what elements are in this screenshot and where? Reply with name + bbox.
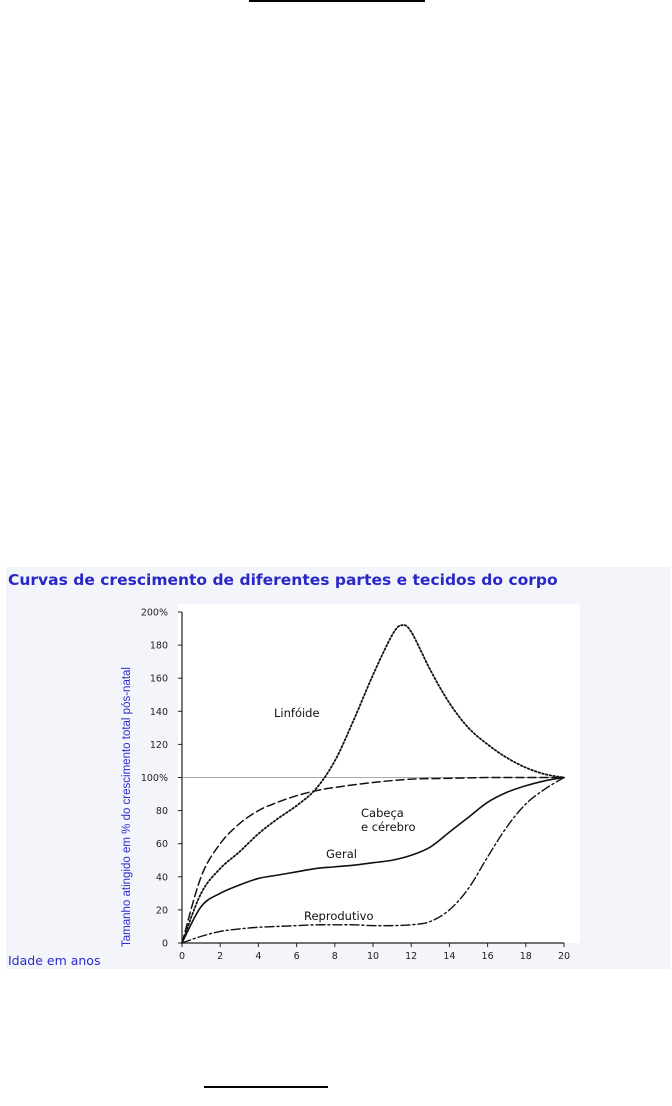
x-tick-label: 20 xyxy=(558,951,570,962)
y-tick-label: 120 xyxy=(150,740,168,751)
y-tick-label: 100% xyxy=(141,773,168,784)
y-tick-label: 20 xyxy=(156,905,168,916)
y-tick-label: 80 xyxy=(156,806,168,817)
top-rule xyxy=(249,0,425,2)
y-tick-label: 200% xyxy=(141,608,168,619)
plot-area xyxy=(178,604,580,943)
series-line-cabeca-e-cerebro xyxy=(181,776,565,944)
x-tick-label: 10 xyxy=(367,951,379,962)
series-annotation: Cabeça xyxy=(361,806,404,820)
y-tick-label: 40 xyxy=(156,872,168,883)
series-line-linfoide xyxy=(181,624,565,944)
x-tick-label: 8 xyxy=(332,951,338,962)
x-tick-label: 12 xyxy=(405,951,417,962)
bottom-rule xyxy=(204,1086,328,1088)
x-tick-label: 2 xyxy=(217,951,223,962)
series-annotation: Geral xyxy=(326,847,357,861)
series-line-geral xyxy=(181,776,565,944)
x-tick-label: 6 xyxy=(294,951,300,962)
x-tick-label: 16 xyxy=(482,951,494,962)
x-tick-label: 14 xyxy=(443,951,455,962)
chart-title: Curvas de crescimento de diferentes part… xyxy=(8,571,558,589)
y-tick-label: 160 xyxy=(150,674,168,685)
y-axis-label: Tamanho atingido em % do crescimento tot… xyxy=(121,667,133,947)
x-axis-label: Idade em anos xyxy=(8,953,100,968)
growth-curves-figure: Curvas de crescimento de diferentes part… xyxy=(6,567,670,969)
growth-curves-chart: Curvas de crescimento de diferentes part… xyxy=(8,571,580,968)
y-tick-label: 180 xyxy=(150,641,168,652)
x-tick-label: 0 xyxy=(179,951,185,962)
y-tick-label: 60 xyxy=(156,839,168,850)
y-tick-label: 140 xyxy=(150,707,168,718)
y-tick-label: 0 xyxy=(162,939,168,950)
series-annotation: Linfóide xyxy=(274,706,320,720)
series-line-reprodutivo xyxy=(181,776,565,944)
x-tick-label: 18 xyxy=(520,951,532,962)
series-annotation: Reprodutivo xyxy=(304,909,374,923)
x-tick-label: 4 xyxy=(255,951,261,962)
series-annotation: e cérebro xyxy=(361,820,416,834)
